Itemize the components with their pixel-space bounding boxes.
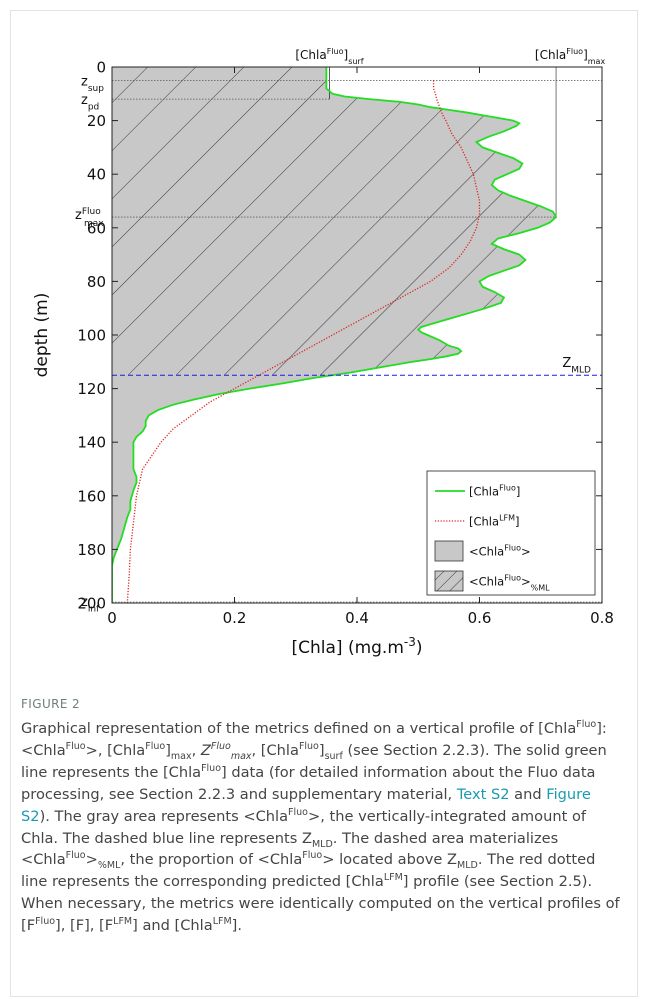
- y-tick-label: 0: [96, 59, 106, 77]
- x-axis-label: [Chla] (mg.m-3​): [291, 635, 422, 658]
- y-tick-label: 120: [77, 380, 106, 398]
- x-tick-label: 0.4: [345, 609, 369, 627]
- y-axis-label: depth (m): [32, 293, 52, 378]
- y-tick-label: 160: [77, 487, 106, 505]
- y-tick-label: 40: [87, 166, 106, 184]
- chart-legend: [ChlaFluo​] [ChlaLFM​] <ChlaFluo​> <ChlaFlu…: [426, 470, 596, 596]
- y-tick-label: 60: [87, 219, 106, 237]
- figure-plot: ZMLD​02040608010012014016018020000.20.40…: [32, 47, 614, 658]
- y-tick-label: 100: [77, 327, 106, 345]
- chla-lfm-line: [126, 80, 481, 603]
- x-tick-label: 0.6: [468, 609, 492, 627]
- y-tick-label: 200: [77, 595, 106, 613]
- y-tick-label: 80: [87, 273, 106, 291]
- z-pd-label: zpd​: [81, 93, 99, 112]
- legend-hatch-swatch: [435, 571, 463, 591]
- mld-label: ZMLD​: [562, 356, 591, 375]
- y-tick-label: 180: [77, 541, 106, 559]
- legend-entry-area: <ChlaFluo​>: [469, 544, 531, 559]
- chla-ml-hatched-area: [112, 67, 557, 375]
- legend-entry-fluo: [ChlaFluo​]: [469, 484, 520, 499]
- x-tick-label: 0.2: [223, 609, 247, 627]
- figure-card: ZMLD​02040608010012014016018020000.20.40…: [10, 10, 638, 997]
- y-tick-label: 140: [77, 434, 106, 452]
- x-tick-label: 0: [107, 609, 117, 627]
- max-top-label: [ChlaFluo​]max​: [535, 47, 606, 66]
- surf-top-label: [ChlaFluo​]surf​: [295, 47, 363, 66]
- z-sup-label: zsup​: [81, 74, 104, 93]
- z-inf-label: zinf​: [81, 595, 100, 614]
- figure-label: FIGURE 2: [21, 697, 81, 711]
- y-tick-label: 20: [87, 112, 106, 130]
- figure-s2-link[interactable]: Figure S2: [21, 785, 591, 825]
- text-s2-link[interactable]: Text S2: [456, 785, 510, 803]
- legend-entry-lfm: [ChlaLFM​]: [469, 514, 520, 529]
- legend-area-swatch: [434, 540, 464, 562]
- chla-fluo-line: [112, 67, 558, 603]
- figure-caption: Graphical representation of the metrics …: [21, 719, 620, 935]
- legend-entry-hatch: <ChlaFluo​>%ML​: [469, 574, 550, 593]
- z-max-label: zFluo max: [75, 207, 104, 229]
- x-tick-label: 0.8: [590, 609, 614, 627]
